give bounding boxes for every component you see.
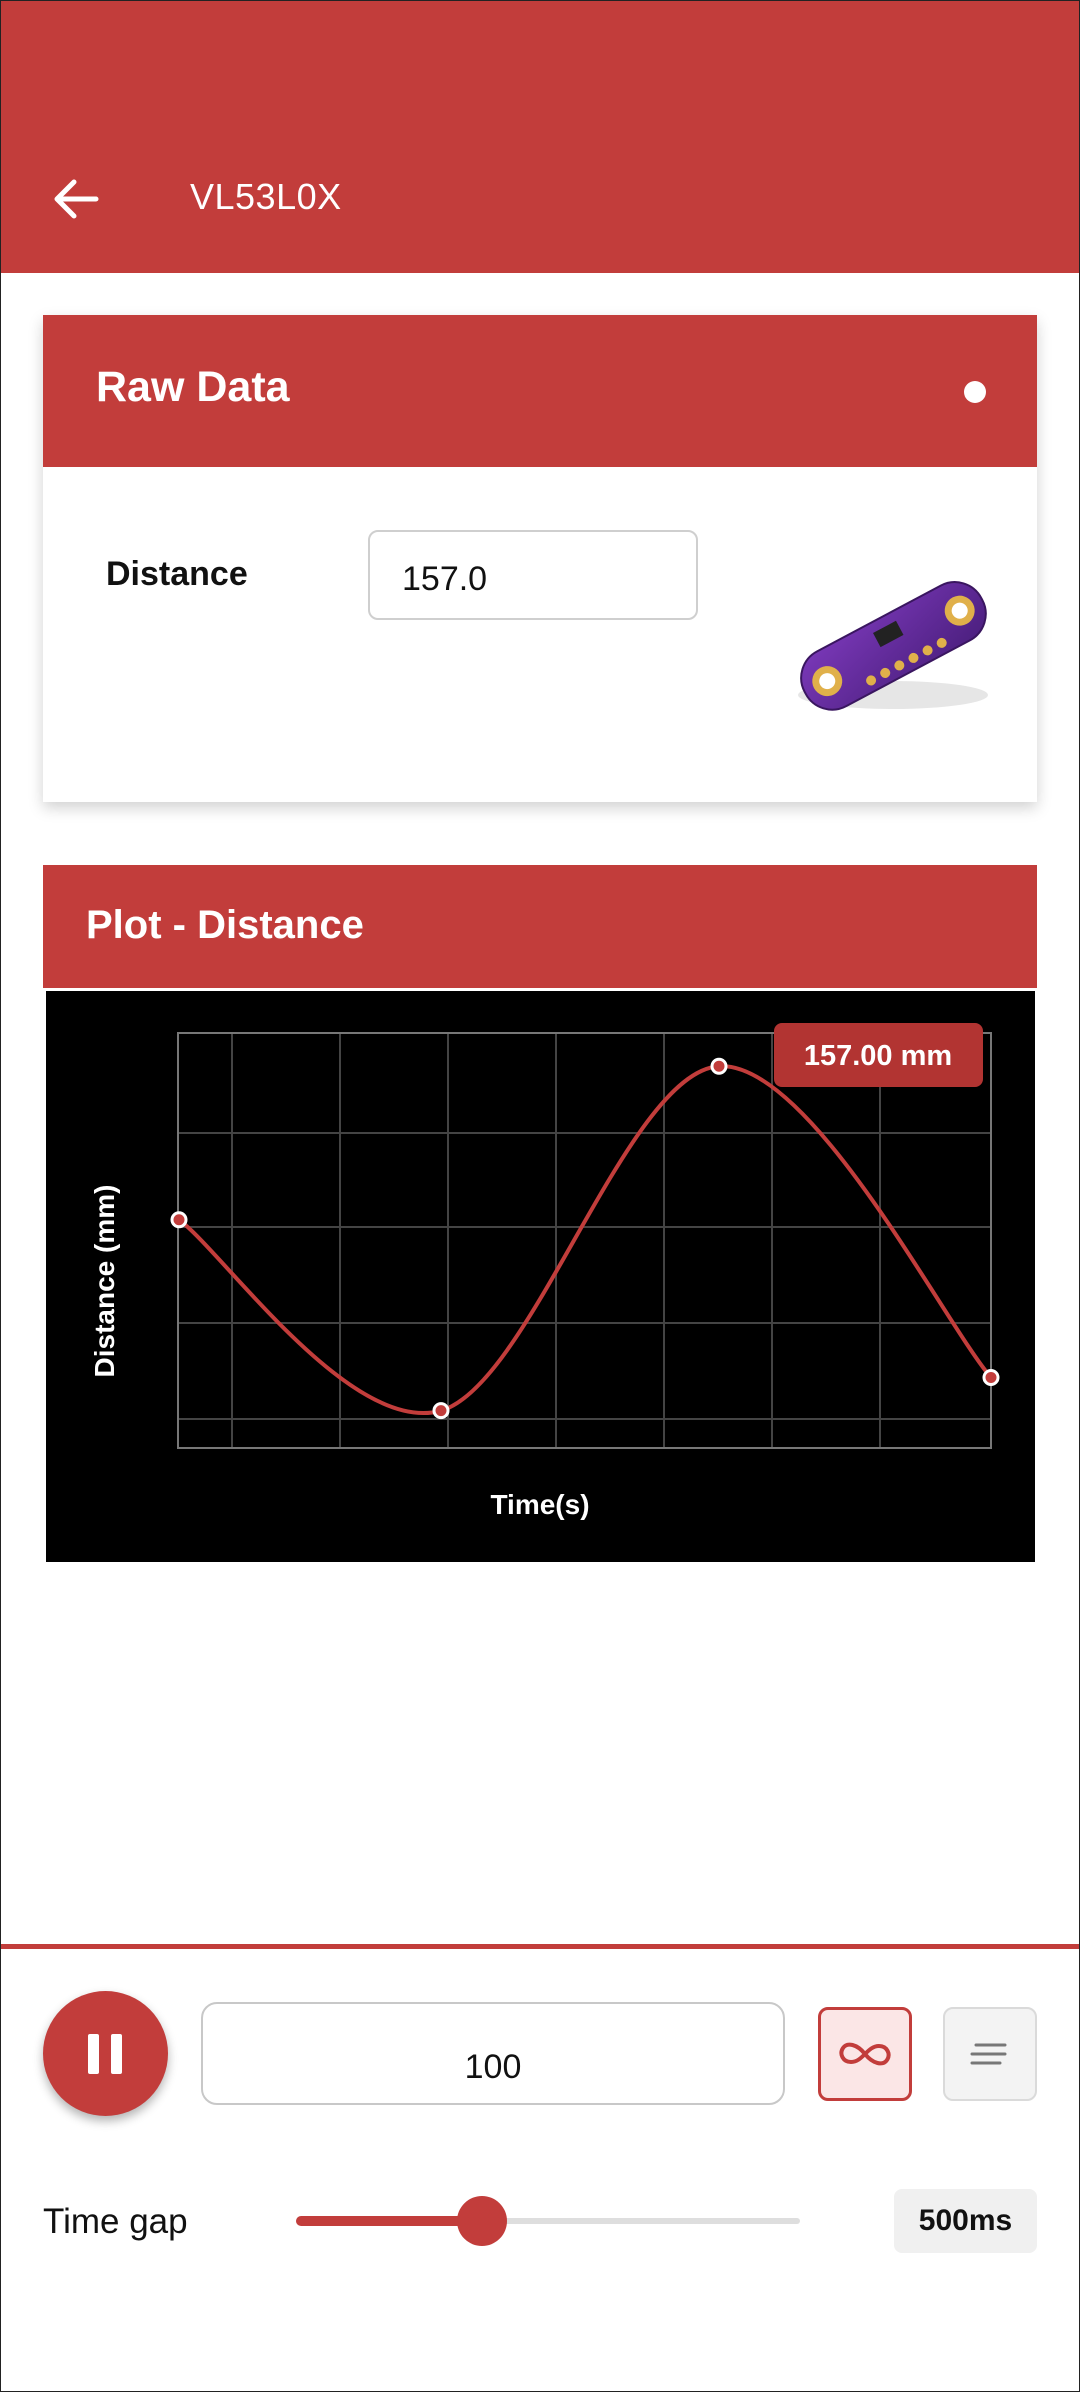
loop-toggle-button[interactable] (818, 2007, 912, 2101)
plot-header: Plot - Distance (43, 865, 1037, 988)
bottom-divider (0, 1944, 1080, 1949)
sample-count-input[interactable]: 100 (201, 2002, 785, 2105)
pause-button[interactable] (43, 1991, 168, 2116)
distance-label: Distance (106, 555, 248, 593)
slider-track (296, 2218, 800, 2224)
slider-fill (296, 2216, 483, 2226)
chart-svg: 157.00 mm Distance (mm) Time(s) (89, 1023, 1000, 1520)
pause-icon-right (111, 2034, 122, 2074)
plot-title: Plot - Distance (86, 903, 364, 947)
chart-grid (178, 1033, 991, 1448)
infinity-icon (839, 2042, 891, 2066)
lines-icon (970, 2043, 1007, 2065)
time-gap-label: Time gap (43, 2202, 188, 2241)
list-menu-button[interactable] (943, 2007, 1037, 2101)
y-axis-label: Distance (mm) (89, 1185, 120, 1378)
series-line (177, 1064, 993, 1415)
series-points (170, 1057, 1000, 1420)
data-point (432, 1402, 450, 1420)
raw-data-header: Raw Data (43, 315, 1037, 467)
slider-thumb[interactable] (457, 2196, 508, 2246)
page-title: VL53L0X (190, 176, 342, 217)
distance-chart: 157.00 mm Distance (mm) Time(s) (46, 991, 1035, 1562)
time-gap-slider[interactable] (296, 2196, 800, 2246)
distance-value-field: 157.0 (368, 530, 698, 620)
pause-icon-left (88, 2034, 99, 2074)
data-point (170, 1211, 188, 1229)
tooltip-text: 157.00 mm (804, 1040, 952, 1072)
value-tooltip: 157.00 mm (774, 1023, 983, 1087)
chart-border (177, 1032, 992, 1449)
time-gap-value: 500ms (894, 2189, 1037, 2253)
raw-data-title: Raw Data (96, 363, 290, 411)
vl53l0x-sensor-image (798, 581, 988, 711)
tooltip-box (774, 1023, 983, 1087)
data-point (982, 1368, 1000, 1386)
data-point (710, 1057, 728, 1075)
app-bar: VL53L0X (0, 0, 1080, 273)
raw-data-card: Raw Data Distance 157.0 (43, 315, 1037, 802)
x-axis-label: Time(s) (490, 1489, 589, 1520)
back-arrow-icon[interactable] (48, 172, 102, 226)
status-indicator (964, 381, 986, 403)
